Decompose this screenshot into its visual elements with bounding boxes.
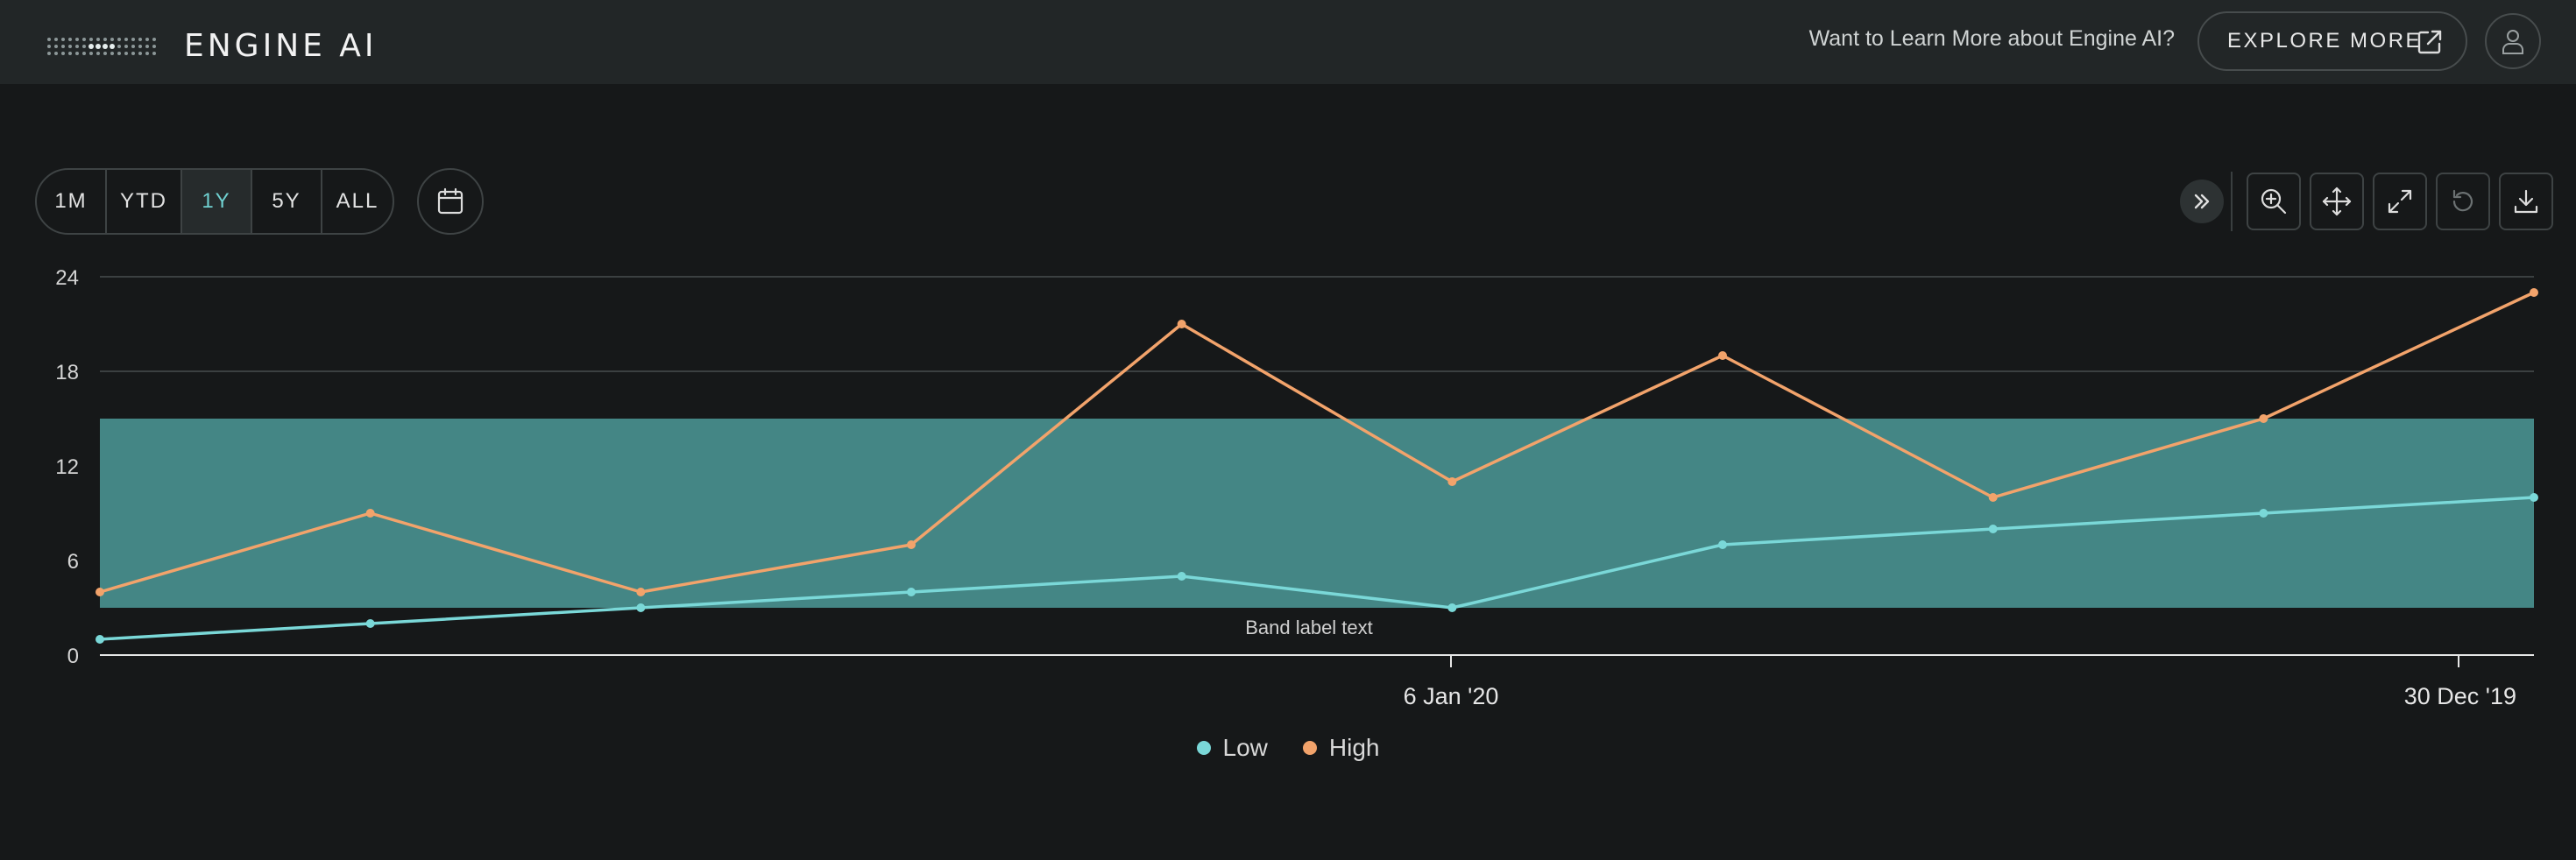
y-tick-label: 18	[55, 361, 79, 384]
data-point-low	[1177, 572, 1186, 581]
data-point-high	[1718, 351, 1727, 360]
legend-marker-low	[1196, 741, 1211, 755]
collapse-tools-button[interactable]	[2180, 180, 2224, 223]
reset-button[interactable]	[2436, 173, 2490, 230]
pan-button[interactable]	[2310, 173, 2364, 230]
data-point-low	[365, 619, 375, 628]
brand-name: ENGINE AI	[184, 28, 378, 64]
range-1m-label: 1M	[54, 189, 88, 213]
explore-more-label: EXPLORE MORE	[2227, 29, 2423, 53]
series-line-low	[99, 496, 2535, 641]
plot-band	[100, 419, 2534, 608]
data-point-low	[907, 588, 916, 596]
zoom-in-button[interactable]	[2247, 173, 2301, 230]
data-point-high	[365, 509, 375, 518]
x-tick-label: 6 Jan '20	[1404, 683, 1499, 709]
data-point-low	[1447, 603, 1457, 612]
data-point-high	[2259, 414, 2268, 423]
toolbar-divider	[2231, 172, 2233, 231]
range-1y-label: 1Y	[202, 189, 231, 213]
data-point-low	[1988, 525, 1998, 533]
data-point-low	[2259, 509, 2268, 518]
range-ytd-label: YTD	[120, 189, 167, 213]
data-point-high	[1177, 320, 1186, 328]
y-tick-label: 0	[67, 645, 79, 668]
logo-dots-icon	[47, 37, 156, 55]
reset-icon	[2452, 189, 2473, 212]
explore-more-button[interactable]: EXPLORE MORE	[2197, 11, 2467, 71]
y-tick-label: 24	[55, 266, 79, 290]
data-point-low	[2530, 493, 2538, 502]
y-tick-label: 6	[67, 550, 79, 574]
y-tick-label: 12	[55, 455, 79, 479]
data-point-high	[2530, 288, 2538, 297]
calendar-button[interactable]	[417, 168, 484, 235]
plot-band-label: Band label text	[1245, 617, 1373, 638]
data-point-low	[636, 603, 646, 612]
legend-label-low: Low	[1222, 734, 1268, 761]
series-line-high	[99, 291, 2535, 594]
expand-button[interactable]	[2373, 173, 2427, 230]
data-point-high	[907, 540, 916, 549]
date-range-selector: 1M YTD 1Y 5Y ALL	[35, 168, 394, 235]
legend-item-high[interactable]: High	[1302, 734, 1380, 762]
range-1y-button[interactable]: 1Y	[182, 170, 252, 233]
pan-icon	[2322, 187, 2352, 216]
data-point-high	[1988, 493, 1998, 502]
legend-item-low[interactable]: Low	[1196, 734, 1268, 762]
range-all-button[interactable]: ALL	[322, 170, 393, 233]
calendar-icon	[437, 187, 464, 215]
range-5y-label: 5Y	[272, 189, 301, 213]
promo-text: Want to Learn More about Engine AI?	[1808, 26, 2175, 51]
data-point-high	[96, 588, 104, 596]
user-icon	[2502, 30, 2523, 54]
data-point-low	[1718, 540, 1727, 549]
legend-label-high: High	[1328, 734, 1380, 761]
zoom-in-icon	[2261, 188, 2287, 215]
data-point-low	[96, 635, 104, 644]
range-all-label: ALL	[336, 189, 379, 213]
top-bar: ENGINE AI Want to Learn More about Engin…	[0, 0, 2576, 84]
chart-area: 0 6 12 18 24 Band label text 6 Jan '20 30 Dec '…	[0, 245, 2576, 788]
external-link-icon	[2417, 30, 2442, 54]
legend-marker-high	[1302, 741, 1317, 755]
expand-icon	[2388, 189, 2412, 214]
range-1m-button[interactable]: 1M	[37, 170, 107, 233]
range-5y-button[interactable]: 5Y	[252, 170, 322, 233]
x-tick-label: 30 Dec '19	[2404, 683, 2516, 709]
range-ytd-button[interactable]: YTD	[107, 170, 182, 233]
data-point-high	[636, 588, 646, 596]
user-profile-button[interactable]	[2485, 13, 2541, 69]
download-icon	[2514, 189, 2538, 214]
data-point-high	[1447, 477, 1457, 486]
line-chart[interactable]: 0 6 12 18 24 Band label text 6 Jan '20 30 Dec '…	[0, 245, 2576, 788]
download-button[interactable]	[2499, 173, 2553, 230]
brand-logo[interactable]: ENGINE AI	[46, 28, 378, 64]
double-chevron-right-icon	[2194, 194, 2210, 209]
chart-legend: Low High	[0, 734, 2576, 762]
